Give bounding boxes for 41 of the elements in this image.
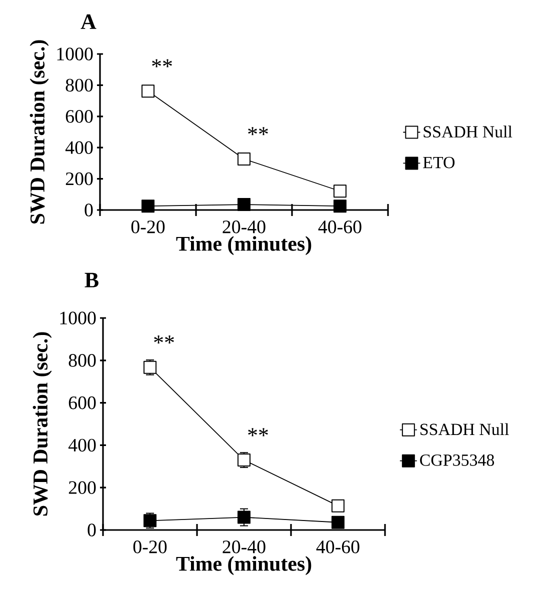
- y-axis-title: SWD Duration (sec.): [30, 40, 49, 224]
- legend-label: SSADH Null: [420, 423, 509, 436]
- legend-label: ETO: [423, 156, 455, 168]
- point: [238, 510, 250, 524]
- y-tick-label: 1000: [57, 48, 93, 60]
- point: [332, 499, 344, 512]
- point: [334, 200, 346, 213]
- y-tick-label: 0: [84, 204, 93, 216]
- point: [142, 84, 154, 98]
- x-tick-label: 40-60: [318, 220, 362, 234]
- point: [334, 184, 346, 198]
- y-tick-label: 800: [68, 354, 96, 367]
- point: [332, 516, 344, 529]
- x-tick-label: 0-20: [133, 540, 167, 554]
- y-tick-label: 400: [65, 141, 93, 154]
- chart-title: B: [84, 272, 98, 288]
- point: [238, 198, 250, 212]
- x-axis-title: Time (minutes): [176, 556, 312, 576]
- legend-label: CGP35348: [420, 454, 494, 466]
- point: [142, 200, 154, 213]
- x-tick-label: 0-20: [131, 220, 165, 234]
- y-tick-label: 800: [66, 78, 93, 92]
- y-tick-label: 600: [66, 110, 93, 123]
- y-tick-label: 1000: [60, 312, 96, 324]
- annotation: **: [248, 127, 268, 136]
- annotation: **: [154, 336, 174, 344]
- y-tick-label: 400: [68, 438, 96, 452]
- y-tick-label: 600: [68, 396, 96, 410]
- point: [238, 152, 250, 166]
- annotation: **: [248, 428, 268, 436]
- x-tick-label: 20-40: [222, 540, 266, 554]
- chart-title: A: [80, 14, 96, 29]
- x-axis-title: Time (minutes): [176, 236, 312, 256]
- y-axis-title: SWD Duration (sec.): [32, 332, 52, 516]
- x-tick-label: 20-40: [222, 220, 266, 234]
- annotation: **: [152, 59, 172, 68]
- legend-label: SSADH Null: [424, 126, 512, 138]
- y-tick-label: 200: [66, 172, 93, 186]
- x-tick-label: 40-60: [316, 540, 360, 554]
- y-tick-label: 0: [88, 524, 96, 536]
- y-tick-label: 200: [68, 481, 96, 494]
